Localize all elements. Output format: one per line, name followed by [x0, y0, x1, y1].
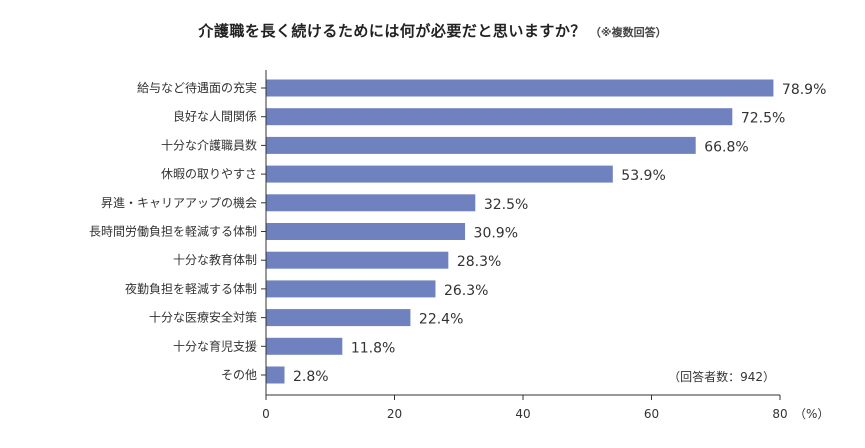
x-tick-label: 20 [387, 407, 402, 421]
x-tick-label: 60 [644, 407, 659, 421]
x-tick-label: 0 [262, 407, 270, 421]
axes: 0 20 40 60 80 （%） [261, 70, 829, 421]
category-label: 長時間労働負担を軽減する体制 [89, 224, 257, 239]
category-label: 給与など待遇面の充実 [137, 80, 257, 95]
bar [266, 79, 774, 97]
category-label: その他 [221, 368, 257, 382]
data-label: 22.4% [419, 312, 463, 328]
data-label: 28.3% [457, 254, 501, 270]
category-label: 良好な人間関係 [173, 109, 257, 124]
labels: 給与など待遇面の充実 78.9% 良好な人間関係 72.5% 十分な介護職員数 66.8%… [89, 80, 826, 385]
bar [266, 108, 733, 126]
data-label: 32.5% [484, 197, 528, 213]
bar [266, 251, 449, 269]
bar [266, 309, 411, 327]
data-label: 30.9% [474, 226, 518, 242]
category-label: 十分な教育体制 [173, 252, 257, 267]
category-label: 十分な医療安全対策 [149, 310, 257, 325]
category-label: 十分な育児支援 [173, 338, 257, 353]
bar [266, 337, 343, 355]
bar [266, 165, 613, 183]
data-label: 72.5% [741, 111, 785, 127]
data-label: 11.8% [351, 340, 395, 356]
data-label: 26.3% [444, 283, 488, 299]
respondent-note: （回答者数：942） [668, 369, 775, 384]
data-label: 2.8% [293, 369, 329, 385]
category-label: 休暇の取りやすさ [161, 167, 257, 181]
chart-title-block: 介護職を長く続けるためには何が必要だと思いますか？ （※複数回答） [0, 20, 865, 41]
chart-title: 介護職を長く続けるためには何が必要だと思いますか？ [198, 22, 586, 40]
bars [266, 79, 774, 384]
bar [266, 280, 436, 298]
x-unit-label: （%） [794, 407, 829, 421]
data-label: 53.9% [621, 168, 665, 184]
category-label: 十分な介護職員数 [161, 137, 257, 152]
bar [266, 366, 285, 384]
category-label: 夜勤負担を軽減する体制 [125, 281, 257, 296]
bar [266, 223, 466, 240]
x-tick-label: 40 [515, 407, 530, 421]
category-label: 昇進・キャリアアップの機会 [101, 195, 257, 210]
data-label: 66.8% [704, 139, 748, 155]
chart-subtitle: （※複数回答） [589, 26, 667, 39]
bar [266, 194, 476, 212]
data-label: 78.9% [782, 82, 826, 98]
x-tick-label: 80 [772, 407, 787, 421]
bar [266, 136, 696, 154]
